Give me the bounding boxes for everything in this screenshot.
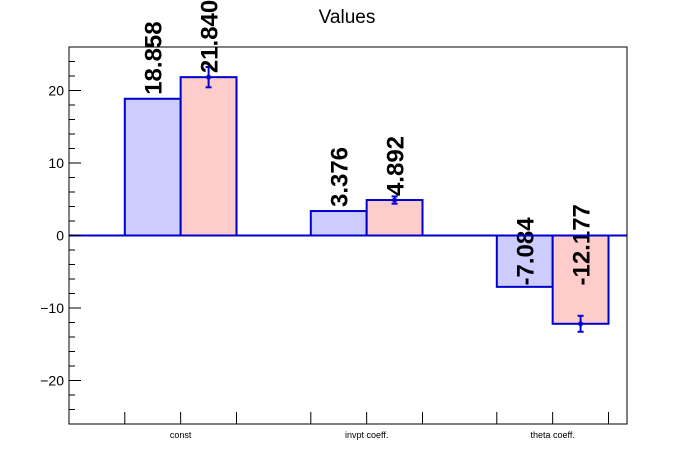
x-category-label: invpt coeff. bbox=[345, 430, 388, 440]
value-label-2-1: 21.840 bbox=[197, 0, 224, 73]
bar-2-1 bbox=[179, 76, 238, 237]
bar-2-3 bbox=[551, 234, 610, 325]
y-tick-label: −10 bbox=[40, 300, 64, 316]
y-tick-label: 10 bbox=[48, 155, 64, 171]
bar-1-3 bbox=[495, 234, 554, 288]
error-marker-3 bbox=[578, 321, 583, 326]
value-label-2-2: 4.892 bbox=[383, 136, 410, 196]
value-label-1-3: -7.084 bbox=[513, 217, 540, 286]
value-labels-layer: 18.858 3.376 -7.084 21.840 4.892 -12.177 bbox=[141, 0, 596, 286]
bar-1-2 bbox=[309, 210, 368, 237]
bars-layer bbox=[123, 76, 610, 325]
value-label-1-2: 3.376 bbox=[327, 147, 354, 207]
y-tick-label: −20 bbox=[40, 373, 64, 389]
value-label-1-1: 18.858 bbox=[141, 21, 168, 94]
axes-layer: −20 −10 0 10 20 const invpt coeff. theta coeff. bbox=[40, 46, 628, 440]
x-category-label: theta coeff. bbox=[530, 430, 574, 440]
error-bars-layer bbox=[205, 66, 584, 333]
y-tick-label: 20 bbox=[48, 83, 64, 99]
bar-1-1 bbox=[123, 97, 182, 237]
value-label-2-3: -12.177 bbox=[569, 204, 596, 285]
error-marker-2 bbox=[392, 198, 397, 203]
error-marker-1 bbox=[206, 75, 211, 80]
y-tick-label: 0 bbox=[56, 228, 64, 244]
bar-2-2 bbox=[365, 199, 424, 237]
chart-title: Values bbox=[319, 7, 376, 28]
x-category-label: const bbox=[170, 430, 192, 440]
